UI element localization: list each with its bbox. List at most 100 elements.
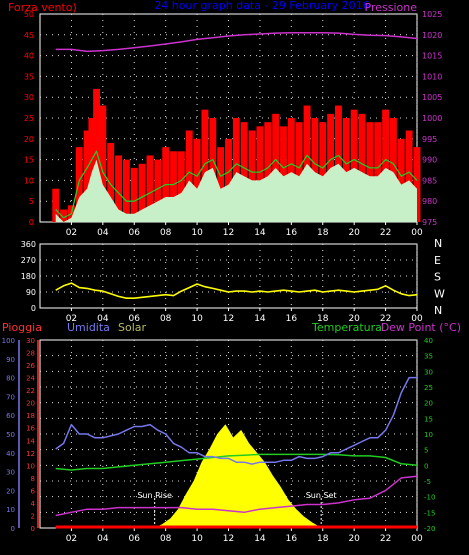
wind-gust-bar bbox=[264, 122, 272, 222]
wind-gust-bar bbox=[350, 109, 358, 222]
x-tick-label: 16 bbox=[286, 228, 298, 238]
humidity-tick-label: 60 bbox=[6, 412, 15, 420]
wind-gust-bar bbox=[397, 138, 405, 222]
temperature-tick-label: 30 bbox=[424, 368, 433, 376]
wind-gust-bar bbox=[185, 130, 193, 222]
compass-label: S bbox=[434, 271, 441, 284]
x-tick-label: 02 bbox=[66, 228, 77, 238]
wind-direction-line bbox=[55, 282, 418, 300]
compass-label: N bbox=[434, 304, 442, 317]
pressure-tick-label: 1025 bbox=[422, 10, 442, 19]
temperature-tick-label: 40 bbox=[424, 337, 433, 345]
x-tick-label: 10 bbox=[191, 228, 203, 238]
pressure-tick-label: 1005 bbox=[422, 93, 442, 102]
x-tick-label: 18 bbox=[317, 534, 329, 544]
wind-pressure-panel: 0510152025303540455097598098599099510001… bbox=[24, 10, 443, 238]
wind-tick-label: 45 bbox=[24, 31, 34, 40]
rain-tick-label: 16 bbox=[26, 425, 35, 433]
wind-tick-label: 15 bbox=[24, 156, 34, 165]
wind-tick-label: 35 bbox=[24, 72, 34, 81]
wind-gust-bar bbox=[382, 109, 390, 222]
wind-gust-bar bbox=[201, 109, 209, 222]
rain-tick-label: 18 bbox=[26, 412, 35, 420]
wind-gust-bar bbox=[146, 155, 154, 222]
x-tick-label: 12 bbox=[223, 534, 234, 544]
rain-tick-label: 0 bbox=[31, 525, 35, 533]
x-tick-label: 22 bbox=[380, 314, 391, 324]
wind-gust-bar bbox=[280, 126, 287, 222]
wind-gust-bar bbox=[240, 122, 248, 222]
x-tick-label: 00 bbox=[411, 534, 423, 544]
x-tick-label: 08 bbox=[160, 314, 172, 324]
wind-gust-bar bbox=[115, 155, 122, 222]
x-tick-label: 22 bbox=[380, 534, 391, 544]
wind-gust-bar bbox=[177, 151, 185, 222]
sunrise-label: Sun Rise bbox=[137, 491, 172, 500]
pressure-tick-label: 975 bbox=[422, 218, 437, 227]
wind-tick-label: 30 bbox=[24, 93, 34, 102]
temperature-tick-label: -5 bbox=[424, 478, 431, 486]
pressure-tick-label: 980 bbox=[422, 197, 437, 206]
wind-gust-bar bbox=[374, 122, 382, 222]
wind-gust-bar bbox=[366, 122, 374, 222]
x-tick-label: 06 bbox=[129, 534, 141, 544]
wind-gust-bar bbox=[52, 188, 60, 222]
humidity-tick-label: 40 bbox=[6, 450, 15, 458]
wind-gust-bar bbox=[358, 113, 366, 222]
wind-gust-bar bbox=[83, 130, 91, 222]
wind-tick-label: 0 bbox=[29, 218, 34, 227]
solar-radiation-fill bbox=[154, 424, 323, 529]
wind-gust-bar bbox=[342, 118, 350, 222]
rain-tick-label: 10 bbox=[26, 462, 35, 470]
wind-gust-bar bbox=[287, 118, 295, 222]
compass-label: E bbox=[434, 254, 441, 267]
temperature-line bbox=[55, 453, 418, 471]
x-tick-label: 10 bbox=[191, 534, 203, 544]
dew-point-line bbox=[55, 475, 418, 517]
wind-gust-bar bbox=[122, 159, 130, 222]
x-tick-label: 02 bbox=[66, 314, 77, 324]
x-tick-label: 14 bbox=[254, 314, 266, 324]
wind-gust-bar bbox=[413, 147, 421, 222]
compass-label: N bbox=[434, 237, 442, 250]
x-tick-label: 04 bbox=[97, 534, 109, 544]
rain-tick-label: 30 bbox=[26, 337, 35, 345]
wind-gust-bar bbox=[390, 118, 397, 222]
humidity-tick-label: 0 bbox=[11, 525, 15, 533]
rain-tick-label: 6 bbox=[31, 487, 36, 495]
x-tick-label: 00 bbox=[411, 314, 423, 324]
direction-tick-label: 90 bbox=[26, 288, 36, 297]
wind-gust-bar bbox=[75, 147, 83, 222]
sunset-label: Sun Set bbox=[306, 491, 337, 500]
direction-tick-label: 270 bbox=[21, 256, 36, 265]
temp-humidity-panel: 0102030405060708090100024681012141618202… bbox=[2, 337, 436, 544]
pressure-line bbox=[55, 31, 418, 53]
wind-tick-label: 25 bbox=[24, 114, 34, 123]
rain-tick-label: 2 bbox=[31, 512, 35, 520]
pressure-tick-label: 995 bbox=[422, 135, 437, 144]
chart-title: 24 hour graph data - 29 February 2016 bbox=[154, 0, 369, 12]
humidity-tick-label: 50 bbox=[6, 431, 15, 439]
humidity-tick-label: 80 bbox=[6, 375, 15, 383]
rain-tick-label: 26 bbox=[26, 362, 35, 370]
x-tick-label: 08 bbox=[160, 534, 172, 544]
temperature-axis-label: Temperatura bbox=[311, 321, 382, 334]
pressure-tick-label: 1010 bbox=[422, 72, 442, 81]
x-tick-label: 00 bbox=[411, 228, 423, 238]
wind-gust-bar bbox=[130, 167, 138, 222]
x-tick-label: 12 bbox=[223, 314, 234, 324]
wind-speed-fill bbox=[55, 159, 417, 222]
wind-gust-bar bbox=[295, 122, 303, 222]
wind-average-line bbox=[55, 150, 418, 219]
pressure-axis-label: Pressione bbox=[365, 1, 418, 14]
temperature-tick-label: -10 bbox=[424, 494, 435, 502]
x-tick-label: 04 bbox=[97, 228, 109, 238]
x-tick-label: 16 bbox=[286, 314, 298, 324]
wind-gust-bar bbox=[272, 113, 280, 222]
dewpoint-axis-label: Dew Point (°C) bbox=[381, 321, 461, 334]
temperature-tick-label: 0 bbox=[424, 462, 428, 470]
wind-gust-bar bbox=[217, 147, 225, 222]
wind-tick-label: 40 bbox=[24, 52, 34, 61]
